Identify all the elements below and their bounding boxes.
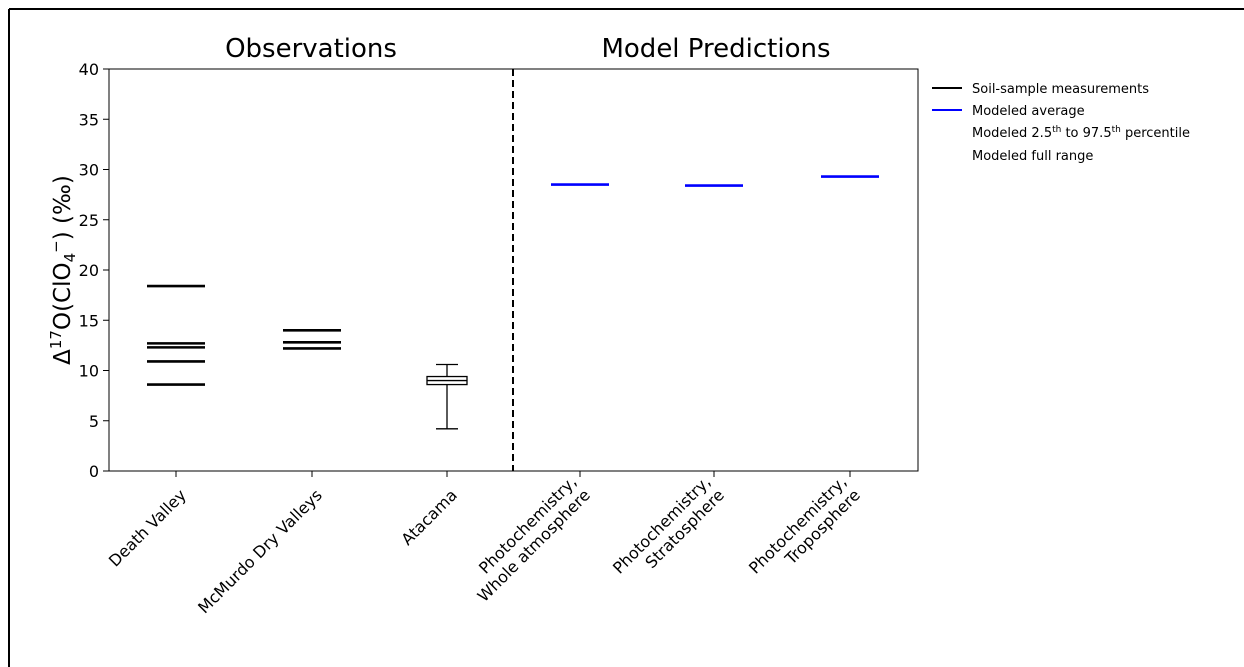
x-tick-label: Photochemistry,Whole atmosphere: [460, 472, 594, 606]
legend: Soil-sample measurements Modeled average…: [932, 82, 1190, 164]
x-tick-label-line: Atacama: [397, 485, 460, 548]
y-tick-label: 5: [89, 412, 99, 431]
y-tick-label: 15: [79, 311, 99, 330]
y-tick-label: 40: [79, 60, 99, 79]
y-axis-ticks: 0 5 10 15 20 25 30 35 40: [79, 60, 109, 481]
legend-pct-c: percentile: [1121, 126, 1190, 141]
x-tick-label: Photochemistry,Stratosphere: [609, 472, 728, 591]
section-title-observations: Observations: [225, 34, 397, 64]
section-title-model-predictions: Model Predictions: [601, 34, 830, 64]
x-tick-label: McMurdo Dry Valleys: [194, 485, 326, 617]
legend-pct-sup2: th: [1112, 125, 1121, 135]
y-tick-label: 20: [79, 261, 99, 280]
x-tick-label: Death Valley: [105, 485, 190, 570]
y-tick-label: 0: [89, 462, 99, 481]
ylabel-delta: Δ: [50, 349, 76, 365]
legend-pct-b: to 97.5: [1061, 126, 1111, 141]
y-tick-label: 35: [79, 110, 99, 129]
x-tick-label: Photochemistry,Troposphere: [745, 472, 864, 591]
x-tick-label-line: Whole atmosphere: [474, 485, 594, 605]
y-tick-label: 10: [79, 362, 99, 381]
x-tick-label-line: McMurdo Dry Valleys: [194, 485, 326, 617]
ylabel-sup-minus: −: [47, 240, 65, 253]
y-axis-label: Δ17O(ClO4−) (‰): [47, 175, 79, 365]
x-tick-label-line: Death Valley: [105, 485, 190, 570]
y-tick-label: 25: [79, 211, 99, 230]
data-marks: [147, 175, 879, 430]
legend-label-percentile: Modeled 2.5th to 97.5th percentile: [972, 125, 1190, 141]
y-tick-label: 30: [79, 161, 99, 180]
ylabel-sub-4: 4: [61, 253, 79, 263]
ylabel-species: O(ClO: [50, 262, 76, 330]
ylabel-unit: ) (‰): [50, 175, 76, 240]
legend-pct-sup1: th: [1052, 125, 1061, 135]
legend-pct-a: Modeled 2.5: [972, 126, 1052, 141]
legend-label-modeled-average: Modeled average: [972, 104, 1085, 119]
legend-label-soil: Soil-sample measurements: [972, 82, 1149, 97]
x-axis-ticks: Death Valley McMurdo Dry Valleys Atacama Ph…: [105, 471, 864, 617]
x-tick-label: Atacama: [397, 485, 460, 548]
legend-label-full-range: Modeled full range: [972, 149, 1093, 164]
ylabel-sup-17: 17: [47, 330, 65, 349]
